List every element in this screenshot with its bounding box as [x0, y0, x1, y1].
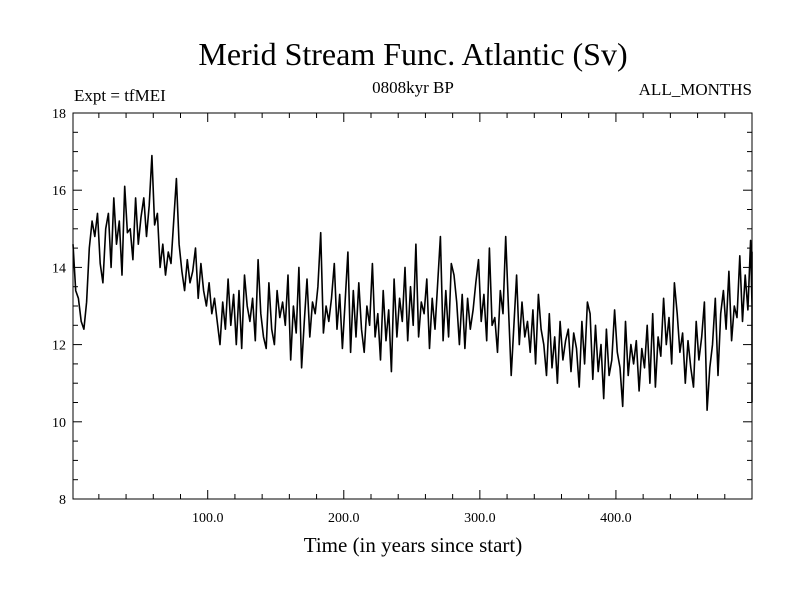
plot-frame — [72, 112, 753, 500]
months-label: ALL_MONTHS — [639, 80, 752, 99]
period-label: 0808kyr BP — [372, 78, 454, 97]
y-tick-label: 8 — [59, 493, 66, 508]
y-tick-label: 14 — [52, 261, 66, 276]
x-tick-label: 300.0 — [464, 511, 496, 526]
x-tick-label: 200.0 — [328, 511, 360, 526]
tick-layer: 100.0 200.0 300.0 400.0 8 10 12 14 16 18 — [52, 107, 752, 526]
y-tick-label: 18 — [52, 107, 66, 122]
x-tick-label: 400.0 — [600, 511, 632, 526]
experiment-label: Expt = tfMEI — [74, 86, 166, 105]
x-tick-label: 100.0 — [192, 511, 224, 526]
chart-title: Merid Stream Func. Atlantic (Sv) — [198, 36, 627, 72]
y-tick-label: 16 — [52, 184, 66, 199]
x-axis-label: Time (in years since start) — [304, 533, 523, 557]
y-tick-label: 10 — [52, 416, 66, 431]
y-tick-label: 12 — [52, 339, 66, 354]
series-line — [72, 154, 753, 412]
series-layer — [72, 154, 753, 412]
